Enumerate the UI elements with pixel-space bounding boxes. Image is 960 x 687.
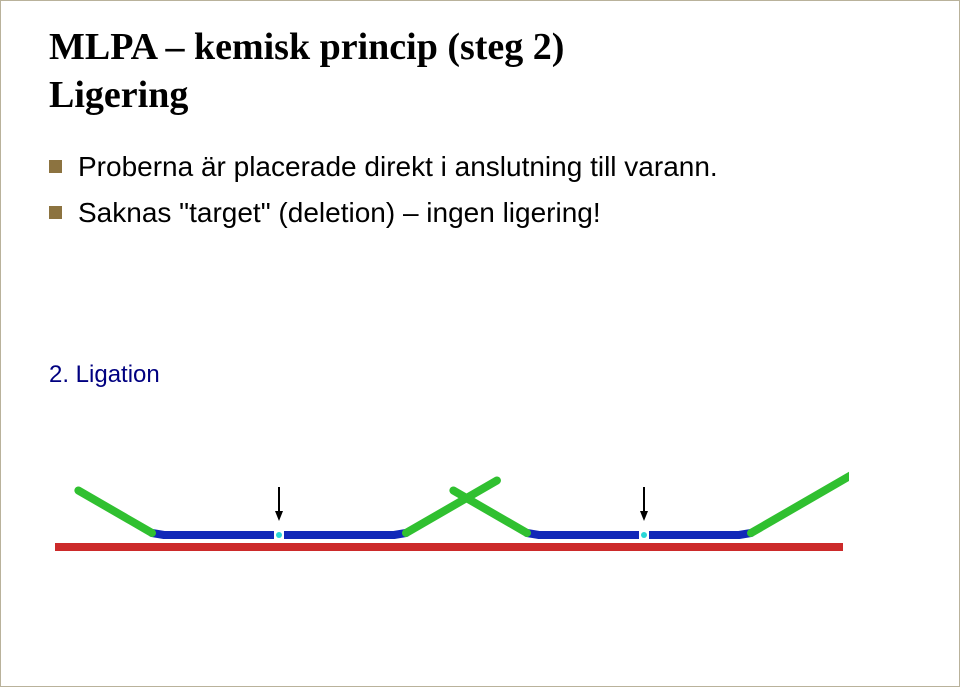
slide: MLPA – kemisk princip (steg 2) Ligering … [0, 0, 960, 687]
bullet-item: Saknas "target" (deletion) – ingen liger… [49, 192, 919, 234]
bullet-marker-icon [49, 206, 62, 219]
step-label: 2. Ligation [49, 361, 849, 389]
bullet-list: Proberna är placerade direkt i anslutnin… [49, 146, 919, 234]
title-line-1: MLPA – kemisk princip (steg 2) [49, 25, 919, 71]
ligation-diagram: 2. Ligation [49, 361, 849, 567]
bullet-marker-icon [49, 160, 62, 173]
bullet-text: Saknas "target" (deletion) – ingen liger… [78, 192, 919, 234]
title-line-2: Ligering [49, 73, 919, 119]
ligation-svg [49, 467, 849, 567]
ligation-schematic [49, 467, 849, 567]
bullet-item: Proberna är placerade direkt i anslutnin… [49, 146, 919, 188]
bullet-text: Proberna är placerade direkt i anslutnin… [78, 146, 919, 188]
